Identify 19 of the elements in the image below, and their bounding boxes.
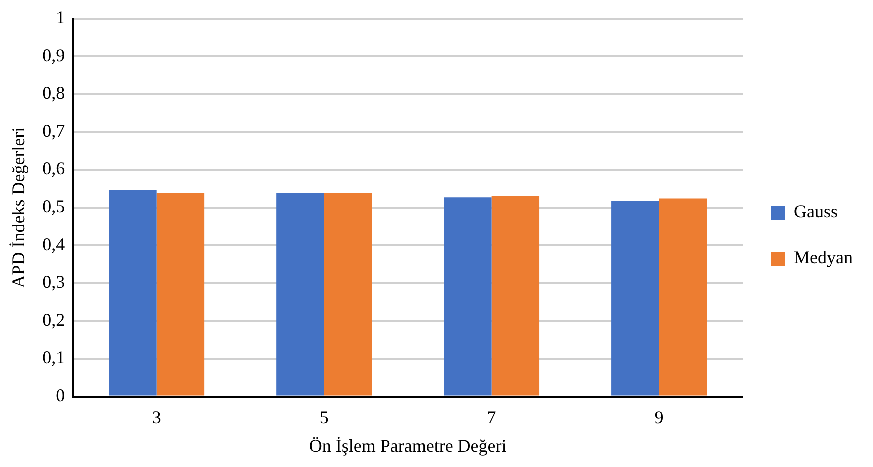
y-axis-title: APD İndeks Değerleri bbox=[8, 127, 29, 288]
y-tick-label: 0,4 bbox=[42, 234, 66, 254]
y-tick-label: 0,2 bbox=[42, 310, 66, 330]
y-tick-label: 0 bbox=[56, 386, 66, 406]
x-tick-label: 7 bbox=[487, 407, 496, 428]
x-axis-title: Ön İşlem Parametre Değeri bbox=[309, 436, 507, 456]
x-tick-label: 3 bbox=[152, 407, 162, 428]
y-tick-label: 0,8 bbox=[42, 83, 66, 104]
legend-label: Medyan bbox=[794, 248, 853, 268]
y-tick-label: 0,6 bbox=[42, 158, 66, 179]
y-tick-label: 0,1 bbox=[42, 348, 66, 368]
y-tick-label: 0,5 bbox=[42, 196, 66, 217]
y-tick-label: 1 bbox=[56, 8, 66, 28]
y-tick-label: 0,3 bbox=[42, 272, 66, 292]
x-tick-label: 5 bbox=[320, 407, 329, 428]
y-tick-label: 0,7 bbox=[42, 120, 66, 141]
legend-label: Gauss bbox=[794, 202, 838, 222]
y-tick-label: 0,9 bbox=[42, 45, 66, 66]
x-tick-label: 9 bbox=[654, 407, 664, 428]
